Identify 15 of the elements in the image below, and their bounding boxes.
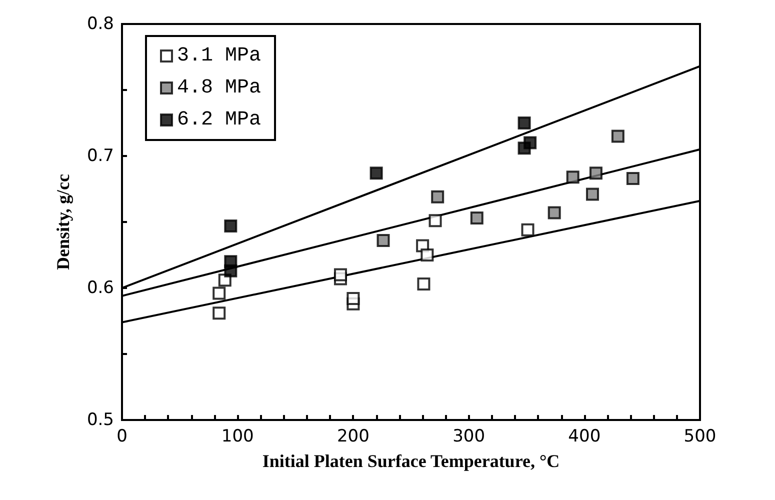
x-axis-title: Initial Platen Surface Temperature, °C [262, 451, 560, 471]
legend-label: 6.2 MPa [177, 108, 262, 132]
y-axis-title: Density, g/cc [53, 174, 73, 270]
x-tick-label: 300 [452, 426, 486, 446]
y-tick-label: 0.8 [86, 14, 114, 34]
legend-label: 3.1 MPa [177, 44, 262, 68]
x-tick-label: 500 [684, 426, 716, 446]
legend-label: 4.8 MPa [177, 76, 262, 100]
y-tick-label: 0.7 [86, 146, 114, 166]
x-tick-label: 200 [336, 426, 370, 446]
x-tick-label: 0 [116, 426, 128, 446]
y-tick-label: 0.5 [86, 410, 114, 430]
y-tick-label: 0.6 [86, 278, 114, 298]
x-tick-label: 100 [221, 426, 254, 446]
x-tick-label: 400 [568, 426, 601, 446]
